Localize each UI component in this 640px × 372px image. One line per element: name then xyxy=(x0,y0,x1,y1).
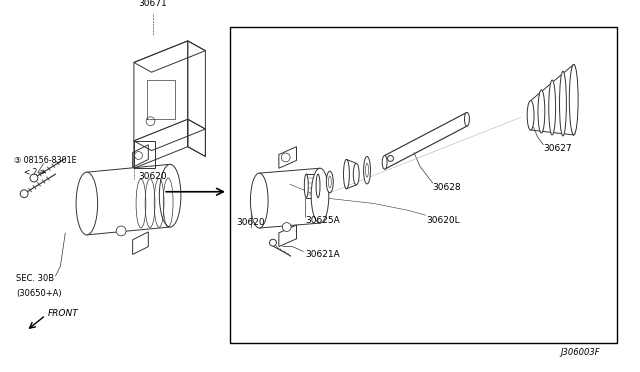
Text: < 2 >: < 2 > xyxy=(24,168,46,177)
Bar xyxy=(230,27,617,343)
Ellipse shape xyxy=(282,222,291,231)
Ellipse shape xyxy=(20,190,28,198)
Text: 30620L: 30620L xyxy=(426,216,460,225)
Text: 30671: 30671 xyxy=(139,0,168,8)
Ellipse shape xyxy=(365,163,369,177)
Text: ③ 08156-8301E: ③ 08156-8301E xyxy=(14,156,77,165)
Ellipse shape xyxy=(269,239,276,246)
Text: J306003F: J306003F xyxy=(560,348,600,357)
Ellipse shape xyxy=(305,174,308,198)
Text: 30627: 30627 xyxy=(543,144,572,153)
Ellipse shape xyxy=(353,163,359,185)
Text: 30625A: 30625A xyxy=(305,216,340,225)
Ellipse shape xyxy=(116,226,126,236)
Ellipse shape xyxy=(364,157,371,184)
Text: SEC. 30B: SEC. 30B xyxy=(16,275,54,283)
Ellipse shape xyxy=(538,90,545,133)
Ellipse shape xyxy=(159,164,181,227)
Text: 30620: 30620 xyxy=(237,218,266,227)
Text: 30620: 30620 xyxy=(139,171,168,180)
Ellipse shape xyxy=(76,172,98,235)
Ellipse shape xyxy=(344,160,349,189)
Ellipse shape xyxy=(311,168,329,223)
Text: FRONT: FRONT xyxy=(47,309,79,318)
Ellipse shape xyxy=(250,173,268,228)
Ellipse shape xyxy=(30,174,38,182)
Ellipse shape xyxy=(465,112,469,126)
Ellipse shape xyxy=(570,64,578,135)
Text: (30650+A): (30650+A) xyxy=(16,289,62,298)
Ellipse shape xyxy=(316,174,320,198)
Text: 30621A: 30621A xyxy=(305,250,340,259)
Text: 30628: 30628 xyxy=(433,183,461,192)
Ellipse shape xyxy=(559,71,566,136)
Ellipse shape xyxy=(570,64,577,135)
Ellipse shape xyxy=(328,176,332,188)
Ellipse shape xyxy=(388,155,394,161)
Ellipse shape xyxy=(382,155,387,169)
Ellipse shape xyxy=(326,171,333,193)
Ellipse shape xyxy=(527,101,534,130)
Ellipse shape xyxy=(548,80,556,135)
